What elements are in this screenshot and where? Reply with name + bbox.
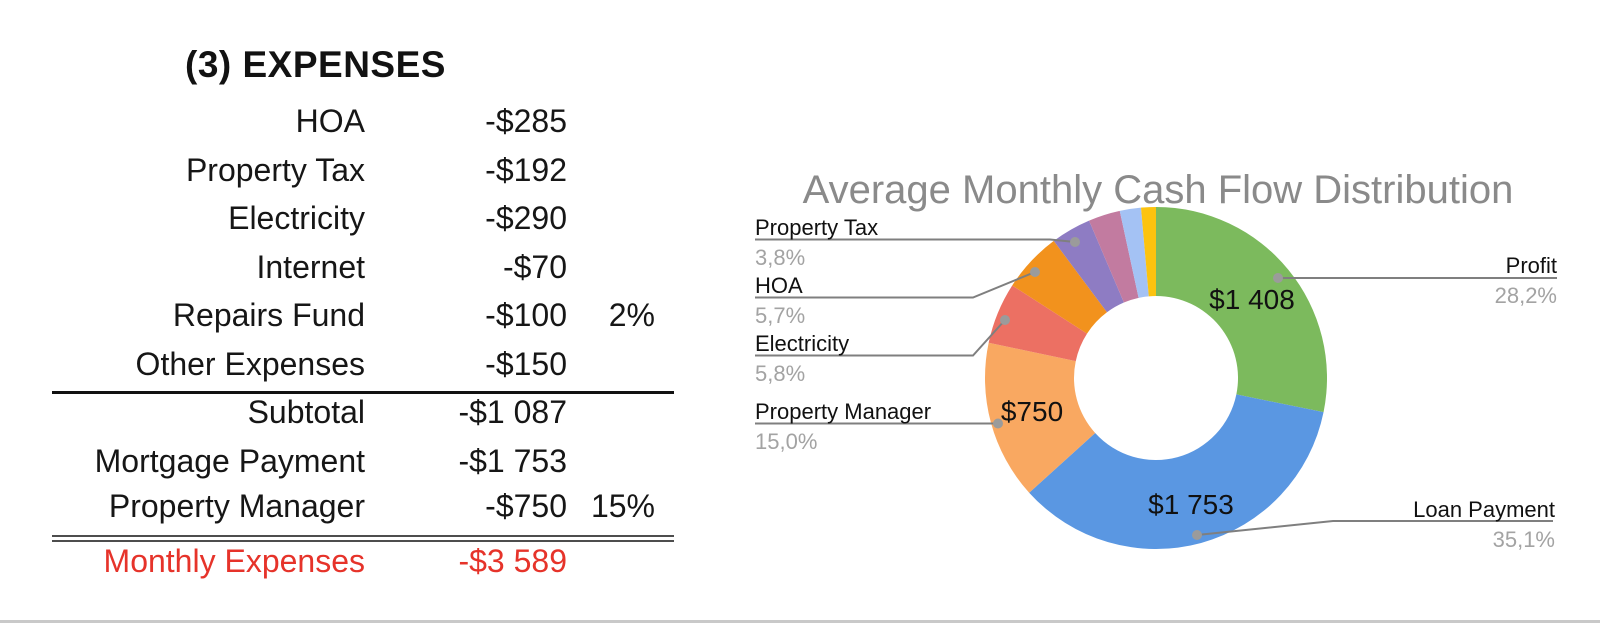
expense-label: Mortgage Payment <box>94 442 365 479</box>
callout-profit: Profit <box>1357 253 1557 279</box>
callout-percent: 3,8% <box>755 245 806 270</box>
leader-line-electricity <box>755 319 1006 357</box>
slice-value-loan-payment: $1 753 <box>1148 489 1234 520</box>
expense-label: Property Manager <box>108 487 365 524</box>
callout-name: Profit <box>1505 253 1557 278</box>
expenses-title: (3) EXPENSES <box>185 44 446 85</box>
callout-loan-payment-pct: 35,1% <box>1305 527 1555 553</box>
callout-electricity-pct: 5,8% <box>755 361 805 387</box>
donut-slice-hoa <box>1012 240 1107 334</box>
table-row: Property Tax -$192 <box>52 146 674 194</box>
expense-percent: 15% <box>590 487 655 524</box>
callout-hoa-pct: 5,7% <box>755 303 805 329</box>
expense-percent: 2% <box>608 296 655 333</box>
expense-label: Subtotal <box>247 393 365 430</box>
expense-label: HOA <box>295 102 365 139</box>
leader-dot-property-tax <box>1070 237 1080 247</box>
donut-slice-profit <box>1156 207 1328 413</box>
donut-slice-unlabeled-7 <box>1119 207 1149 298</box>
total-value: -$3 589 <box>458 542 567 579</box>
leader-dot-hoa <box>1030 267 1040 277</box>
table-row: Property Manager -$750 15% <box>52 482 674 530</box>
leader-lines <box>755 238 1557 536</box>
leader-dot-loan-payment <box>1192 530 1202 540</box>
leader-line-loan-payment <box>1196 520 1553 536</box>
callout-name: Loan Payment <box>1413 497 1555 522</box>
callout-percent: 28,2% <box>1494 283 1557 308</box>
table-row: Other Expenses -$150 <box>52 340 674 388</box>
expense-value: -$285 <box>485 102 567 139</box>
expense-label: Property Tax <box>185 151 365 188</box>
donut-slice-property-manager <box>984 342 1096 493</box>
callout-property-tax: Property Tax <box>755 215 878 241</box>
slice-value-property-manager: $750 <box>1000 396 1064 427</box>
expense-value: -$70 <box>502 248 567 285</box>
callout-loan-payment: Loan Payment <box>1305 497 1555 523</box>
donut-slice-electricity <box>988 285 1088 362</box>
callout-property-manager: Property Manager <box>755 399 931 425</box>
leader-dot-property-manager <box>993 418 1003 429</box>
callout-electricity: Electricity <box>755 331 849 357</box>
callout-property-manager-pct: 15,0% <box>755 429 817 455</box>
slide-bottom-border <box>0 620 1600 623</box>
callout-name: Electricity <box>755 331 850 356</box>
expense-value: -$750 <box>485 487 567 524</box>
donut-slice-unlabeled-6 <box>1089 210 1139 303</box>
expense-value: -$1 753 <box>458 442 567 479</box>
total-label: Monthly Expenses <box>103 542 365 579</box>
callout-property-tax-pct: 3,8% <box>755 245 805 271</box>
callout-percent: 15,0% <box>755 429 818 454</box>
callout-name: Property Manager <box>755 399 932 424</box>
table-rule-single <box>52 391 674 394</box>
leader-dot-electricity <box>1000 315 1010 325</box>
callout-name: HOA <box>755 273 803 298</box>
table-row: Internet -$70 <box>52 243 674 291</box>
total-row: Monthly Expenses -$3 589 <box>52 537 674 585</box>
donut-slice-unlabeled-8 <box>1140 207 1156 297</box>
expense-label: Electricity <box>228 199 365 236</box>
callout-percent: 5,8% <box>755 361 806 386</box>
table-row: Electricity -$290 <box>52 194 674 242</box>
table-row: HOA -$285 <box>52 97 674 145</box>
expense-value: -$150 <box>485 345 567 382</box>
expense-label: Internet <box>256 248 365 285</box>
expense-value: -$192 <box>485 151 567 188</box>
leader-dots <box>993 237 1283 540</box>
expense-value: -$1 087 <box>458 393 567 430</box>
expense-label: Repairs Fund <box>172 296 365 333</box>
slice-value-profit: $1 408 <box>1209 284 1295 315</box>
chart-title: Average Monthly Cash Flow Distribution <box>802 168 1514 212</box>
leader-dot-profit <box>1273 273 1283 283</box>
expense-value: -$100 <box>485 296 567 333</box>
callout-percent: 5,7% <box>755 303 806 328</box>
donut-slice-loan-payment <box>1029 394 1324 550</box>
callout-name: Property Tax <box>755 215 879 240</box>
callout-profit-pct: 28,2% <box>1357 283 1557 309</box>
callout-percent: 35,1% <box>1492 527 1555 552</box>
callout-hoa: HOA <box>755 273 803 299</box>
leader-line-property-tax <box>755 238 1076 243</box>
expense-value: -$290 <box>485 199 567 236</box>
table-row: Mortgage Payment -$1 753 <box>52 437 674 485</box>
expense-label: Other Expenses <box>135 345 365 382</box>
table-row: Subtotal -$1 087 <box>52 388 674 436</box>
leader-line-hoa <box>755 271 1036 299</box>
table-row: Repairs Fund -$100 2% <box>52 291 674 339</box>
table-rule-double <box>52 535 674 542</box>
